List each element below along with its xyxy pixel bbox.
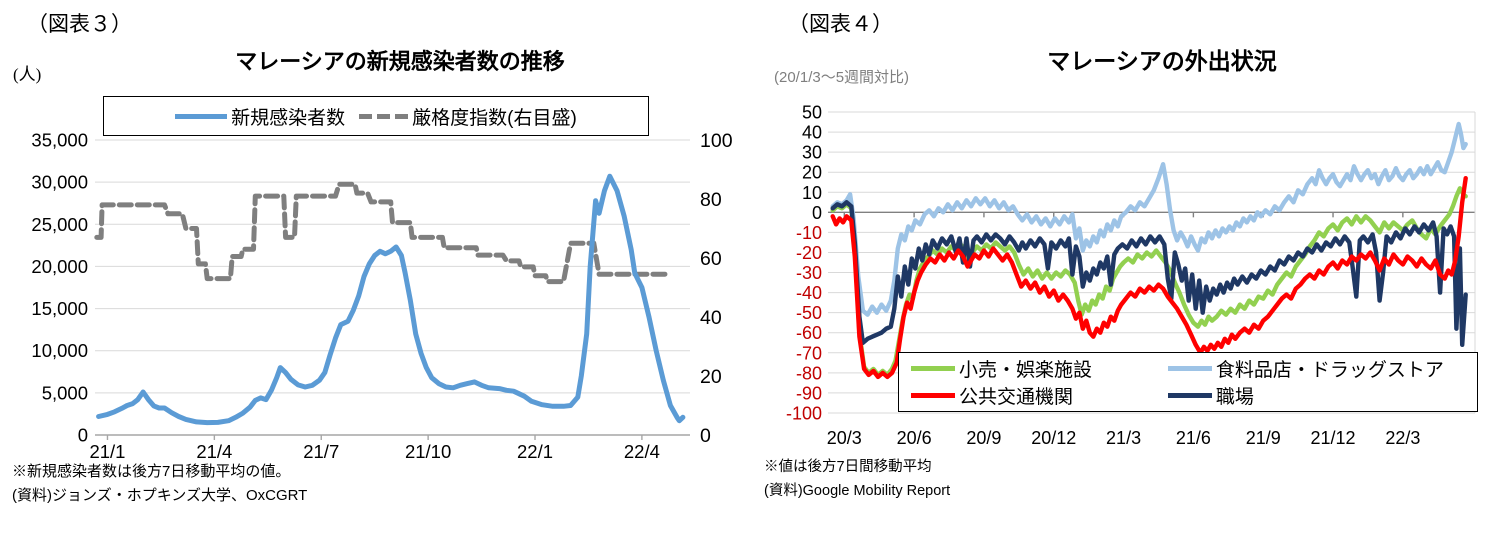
y-axis-label: -80 [796, 363, 822, 383]
y-axis-label: -10 [796, 223, 822, 243]
figure3-title: マレーシアの新規感染者数の推移 [235, 49, 565, 74]
y-axis-label: -40 [796, 283, 822, 303]
legend-label-new-cases: 新規感染者数 [231, 107, 346, 129]
figure4-label: （図表４） [788, 12, 893, 36]
right-axis-label: 20 [700, 366, 722, 388]
legend-entry-stringency: 厳格度指数(右目盛) [359, 103, 577, 130]
right-axis-label: 0 [700, 425, 711, 447]
stringency-dashed-line-icon [359, 113, 409, 119]
figure3-footnote-source: (資料)ジョンズ・ホプキンズ大学、OxCGRT [12, 487, 308, 504]
figure4-baseline-note: (20/1/3～5週間対比) [774, 69, 910, 86]
x-axis-label: 20/12 [1031, 428, 1076, 448]
right-axis-label: 80 [700, 189, 722, 211]
figure3-y-unit-label: (人) [13, 65, 42, 84]
legend-label-retail-recreation: 小売・娯楽施設 [959, 360, 1093, 381]
series-transit-stations [830, 176, 1468, 380]
retail-recreation-line-icon [911, 366, 955, 371]
figure4-footnote-source: (資料)Google Mobility Report [764, 483, 951, 499]
x-axis-label: 20/3 [827, 428, 862, 448]
figure4-legend: 小売・娯楽施設 食料品店・ドラッグストア 公共交通機関 職場 [898, 352, 1478, 412]
legend-label-grocery-pharmacy: 食料品店・ドラッグストア [1215, 360, 1444, 381]
legend-label-transit-stations: 公共交通機関 [959, 387, 1074, 408]
x-axis-label: 20/9 [966, 428, 1001, 448]
legend-label-workplaces: 職場 [1215, 387, 1254, 408]
x-axis-label: 21/6 [1176, 428, 1211, 448]
y-axis-label: 0 [812, 203, 822, 223]
figure3-block: 21/1 21/4 21/7 21/10 22/1 22/4 0 5,000 10,000 15,… [12, 12, 733, 504]
y-axis-label: 50 [802, 103, 822, 123]
y-axis-label: 15,000 [31, 298, 88, 319]
workplaces-line-icon [1167, 393, 1212, 398]
mobility-chart: 20/3 20/6 20/9 20/12 21/3 21/6 21/9 21/12 22/3 -1… [786, 103, 1476, 448]
x-axis-label: 21/3 [1106, 428, 1141, 448]
right-axis-label: 100 [700, 130, 733, 152]
y-axis-label: 40 [802, 123, 822, 143]
y-axis-label: 35,000 [31, 130, 88, 151]
y-axis-label: -20 [796, 243, 822, 263]
x-axis-label: 22/1 [517, 441, 553, 462]
x-axis-label: 21/1 [89, 441, 125, 462]
y-axis-label: 0 [78, 425, 88, 446]
figure4-footnote-note: ※値は後方7日間移動平均 [764, 459, 932, 475]
legend-entry-workplaces: 職場 [1167, 382, 1471, 409]
y-axis-label: -50 [796, 303, 822, 323]
legend-entry-transit-stations: 公共交通機関 [911, 382, 1168, 409]
y-axis-label: -60 [796, 323, 822, 343]
grocery-pharmacy-line-icon [1167, 366, 1212, 371]
y-axis-label: -90 [796, 383, 822, 403]
y-axis-label: 25,000 [31, 214, 88, 235]
y-axis-label: 10 [802, 183, 822, 203]
x-axis-label: 21/10 [405, 441, 451, 462]
series-workplaces [830, 200, 1468, 347]
x-axis-label: 22/4 [624, 441, 660, 462]
y-axis-label: 30,000 [31, 172, 88, 193]
figure4-block: 20/3 20/6 20/9 20/12 21/3 21/6 21/9 21/12 22/3 -1… [760, 0, 1503, 535]
x-axis-label: 21/4 [196, 441, 232, 462]
x-axis-label: 21/12 [1311, 428, 1356, 448]
legend-label-stringency: 厳格度指数(右目盛) [412, 107, 577, 129]
x-axis-label: 21/9 [1246, 428, 1281, 448]
legend-entry-grocery-pharmacy: 食料品店・ドラッグストア [1167, 355, 1471, 382]
figure3-footnote-note: ※新規感染者数は後方7日移動平均の値。 [12, 463, 291, 480]
series-stringency-index [94, 181, 670, 285]
y-axis-label: 20 [802, 163, 822, 183]
series-new-cases [96, 173, 686, 426]
new-cases-line-icon [175, 113, 228, 119]
right-axis-label: 60 [700, 248, 722, 270]
y-axis-label: 5,000 [42, 382, 88, 403]
figure3-legend: 新規感染者数 厳格度指数(右目盛) [103, 96, 649, 136]
y-axis-label: -100 [786, 404, 822, 424]
transit-stations-line-icon [911, 393, 955, 398]
x-axis-label: 21/7 [303, 441, 339, 462]
legend-entry-new-cases: 新規感染者数 [175, 103, 345, 130]
series-retail-recreation [830, 186, 1468, 378]
right-axis-label: 40 [700, 307, 722, 329]
y-axis-label: -30 [796, 263, 822, 283]
x-axis-label: 20/6 [897, 428, 932, 448]
legend-entry-retail-recreation: 小売・娯楽施設 [911, 355, 1168, 382]
figure4-title: マレーシアの外出状況 [1047, 48, 1277, 74]
series-grocery-pharmacy [830, 121, 1468, 317]
y-axis-label: 10,000 [31, 340, 88, 361]
y-axis-label: -70 [796, 343, 822, 363]
new-cases-stringency-chart: 21/1 21/4 21/7 21/10 22/1 22/4 0 5,000 10,000 15,… [31, 130, 733, 463]
figure3-label: （図表３） [27, 12, 132, 36]
x-axis-label: 22/3 [1385, 428, 1420, 448]
y-axis-label: 20,000 [31, 256, 88, 277]
y-axis-label: 30 [802, 143, 822, 163]
